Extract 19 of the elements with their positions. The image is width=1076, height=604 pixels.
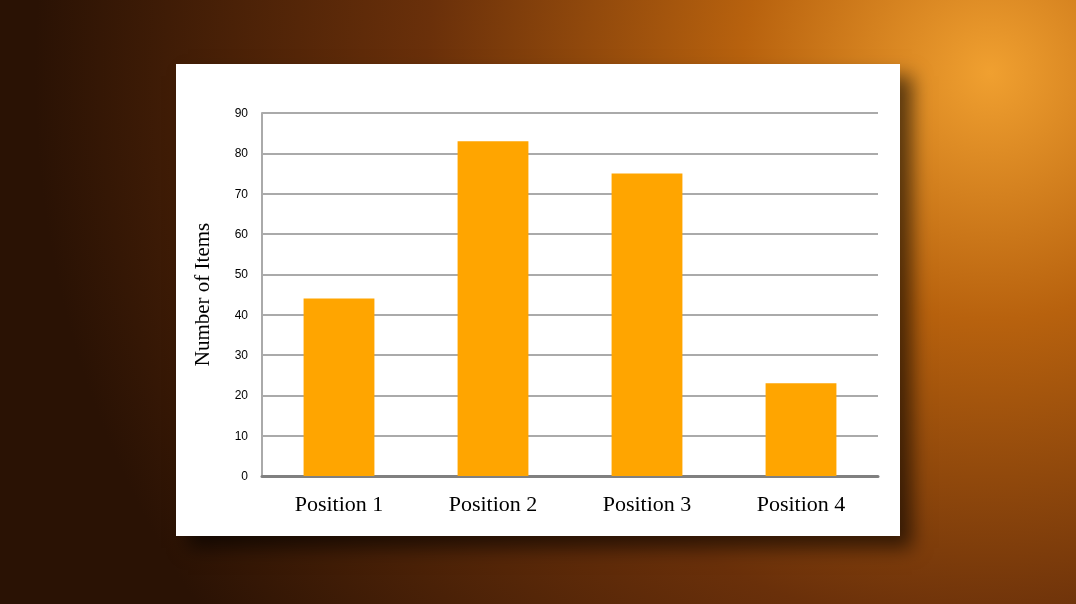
x-tick-label: Position 1 bbox=[294, 490, 384, 516]
bar bbox=[765, 383, 837, 476]
bar bbox=[457, 141, 529, 476]
y-axis-title: Number of Items bbox=[189, 222, 214, 367]
y-tick-label: 70 bbox=[234, 186, 249, 201]
y-tick-label: 20 bbox=[234, 388, 249, 403]
y-tick-label: 0 bbox=[241, 469, 249, 483]
x-tick-label: Position 4 bbox=[756, 490, 846, 516]
y-tick-label: 90 bbox=[234, 106, 249, 120]
bar bbox=[611, 173, 683, 476]
bar bbox=[303, 298, 375, 476]
x-tick-label: Position 2 bbox=[448, 490, 538, 516]
y-tick-label: 80 bbox=[234, 146, 249, 161]
x-tick-label: Position 3 bbox=[602, 490, 692, 516]
y-tick-label: 30 bbox=[234, 348, 249, 362]
y-tick-label: 60 bbox=[234, 227, 249, 241]
y-tick-label: 50 bbox=[234, 267, 249, 282]
y-tick-label: 40 bbox=[234, 307, 249, 322]
y-tick-label: 10 bbox=[234, 428, 249, 443]
